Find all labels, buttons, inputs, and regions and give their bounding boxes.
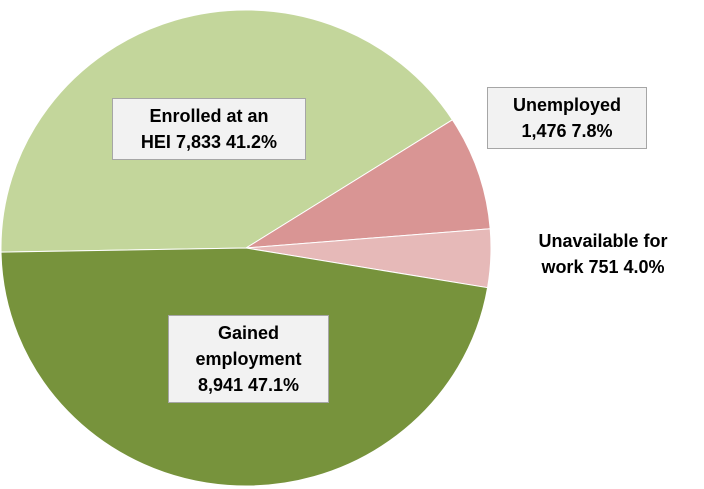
- slice-label: Gained employment 8,941 47.1%: [168, 315, 329, 403]
- value-label: 7,833: [175, 132, 221, 152]
- category-label: Enrolled at an HEI: [140, 106, 269, 152]
- percent-label: 4.0%: [623, 257, 665, 277]
- category-label: Unavailable for work: [538, 231, 668, 277]
- value-label: 751: [588, 257, 619, 277]
- value-label: 8,941: [197, 375, 243, 395]
- slice-label: Unavailable for work 751 4.0%: [508, 224, 698, 284]
- slice-label: Unemployed 1,476 7.8%: [487, 87, 647, 149]
- pie-slice: [245, 119, 491, 249]
- category-label: Unemployed: [512, 95, 622, 115]
- slice-label: Enrolled at an HEI 7,833 41.2%: [112, 98, 306, 160]
- value-label: 1,476: [521, 121, 567, 141]
- percent-label: 41.2%: [226, 132, 278, 152]
- percent-label: 7.8%: [571, 121, 613, 141]
- percent-label: 47.1%: [248, 375, 300, 395]
- category-label: Gained employment: [195, 323, 302, 369]
